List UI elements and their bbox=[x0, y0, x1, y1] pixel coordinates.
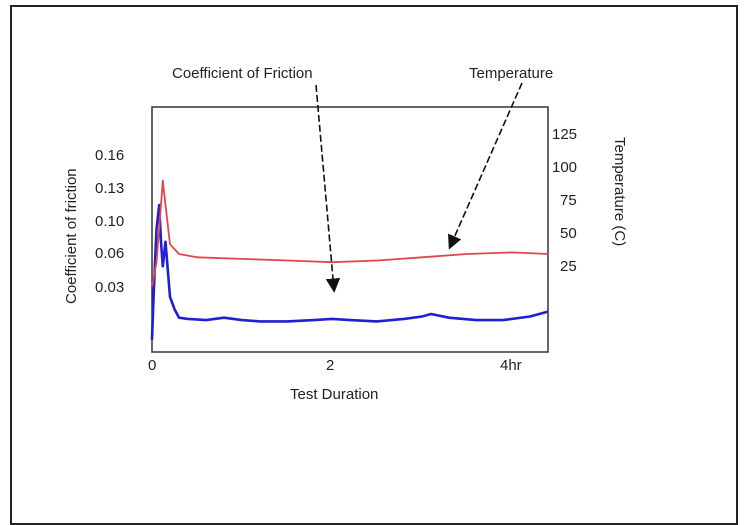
x-tick-label: 4hr bbox=[500, 357, 522, 374]
y-right-tick-label: 125 bbox=[552, 126, 577, 143]
temperature-series-line bbox=[151, 179, 549, 287]
y-left-tick-label: 0.06 bbox=[95, 245, 124, 262]
x-axis-title: Test Duration bbox=[290, 386, 378, 403]
chart-frame: Coefficient of Friction Temperature 0.16… bbox=[10, 5, 738, 525]
y-left-axis-title: Coefficient of friction bbox=[63, 168, 80, 304]
series-layer bbox=[150, 179, 549, 340]
x-tick-label: 2 bbox=[326, 357, 334, 374]
y-right-tick-label: 75 bbox=[560, 192, 577, 209]
plot-area bbox=[151, 106, 549, 353]
y-left-tick-label: 0.13 bbox=[95, 180, 124, 197]
y-right-tick-label: 100 bbox=[552, 159, 577, 176]
annotation-temperature: Temperature bbox=[469, 65, 553, 82]
x-tick-label: 0 bbox=[148, 357, 156, 374]
annotation-friction: Coefficient of Friction bbox=[172, 65, 313, 82]
y-left-tick-label: 0.16 bbox=[95, 147, 124, 164]
y-right-axis-title: Temperature (C) bbox=[611, 137, 628, 246]
y-left-tick-label: 0.10 bbox=[95, 213, 124, 230]
chart: Coefficient of Friction Temperature 0.16… bbox=[63, 65, 628, 403]
y-left-tick-label: 0.03 bbox=[95, 279, 124, 296]
friction-arrow bbox=[315, 84, 341, 293]
y-right-tick-label: 25 bbox=[560, 258, 577, 275]
y-right-tick-label: 50 bbox=[560, 225, 577, 242]
friction-series-line bbox=[150, 203, 549, 340]
